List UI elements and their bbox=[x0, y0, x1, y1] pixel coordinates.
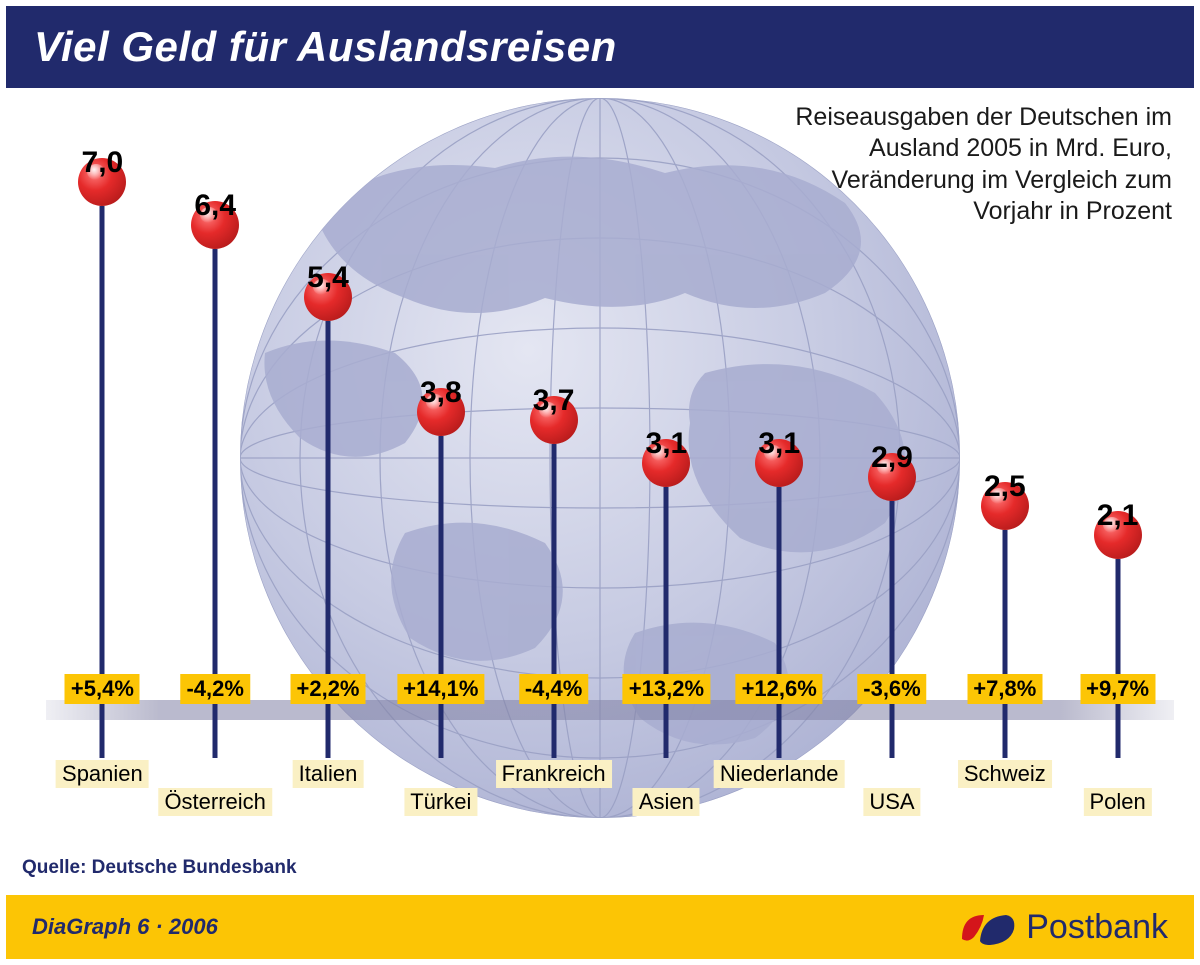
lollipop-pin: 3,1 +13,2% Asien bbox=[616, 407, 716, 835]
percent-change-label: +5,4% bbox=[65, 674, 140, 704]
lollipop-plot: 7,0 +5,4% Spanien 6,4 -4,2% Österreich 5,4 +2,2… bbox=[46, 128, 1174, 835]
percent-change-label: +12,6% bbox=[736, 674, 823, 704]
lollipop-pin: 3,8 +14,1% Türkei bbox=[391, 356, 491, 835]
value-label: 2,1 bbox=[1097, 499, 1139, 533]
pin-stem-lower bbox=[664, 710, 669, 758]
page-title: Viel Geld für Auslandsreisen bbox=[34, 23, 617, 71]
pin-stem-lower bbox=[777, 710, 782, 758]
percent-change-label: -4,2% bbox=[180, 674, 249, 704]
source-label: Quelle: Deutsche Bundesbank bbox=[22, 857, 297, 879]
pin-stem bbox=[213, 249, 218, 710]
header-bar: Viel Geld für Auslandsreisen bbox=[6, 6, 1194, 88]
brand-block: Postbank bbox=[960, 907, 1168, 947]
postbank-logo-icon bbox=[960, 907, 1016, 947]
percent-change-label: +9,7% bbox=[1080, 674, 1155, 704]
percent-change-label: +7,8% bbox=[967, 674, 1042, 704]
pin-stem-lower bbox=[890, 710, 895, 758]
chart-area: Reiseausgaben der Deutschen im Ausland 2… bbox=[6, 88, 1194, 895]
category-label: Schweiz bbox=[958, 760, 1052, 788]
category-label: Niederlande bbox=[714, 760, 845, 788]
value-label: 3,8 bbox=[420, 376, 462, 410]
category-label: Frankreich bbox=[496, 760, 612, 788]
pin-stem bbox=[100, 206, 105, 710]
percent-change-label: -4,4% bbox=[519, 674, 588, 704]
lollipop-pin: 2,9 -3,6% USA bbox=[842, 421, 942, 835]
pin-stem bbox=[551, 444, 556, 710]
lollipop-pin: 2,5 +7,8% Schweiz bbox=[955, 450, 1055, 835]
pin-stem-lower bbox=[551, 710, 556, 758]
value-label: 5,4 bbox=[307, 261, 349, 295]
percent-change-label: +14,1% bbox=[397, 674, 484, 704]
category-label: Spanien bbox=[56, 760, 149, 788]
pin-stem bbox=[326, 321, 331, 710]
lollipop-pin: 6,4-4,2%Österreich bbox=[165, 169, 265, 835]
value-label: 2,5 bbox=[984, 470, 1026, 504]
category-label: USA bbox=[863, 788, 920, 816]
lollipop-pin: 2,1 +9,7% Polen bbox=[1068, 479, 1168, 835]
value-label: 2,9 bbox=[871, 441, 913, 475]
footer-credit: DiaGraph 6 · 2006 bbox=[32, 914, 218, 940]
percent-change-label: -3,6% bbox=[857, 674, 926, 704]
pin-stem-lower bbox=[438, 710, 443, 758]
pin-stem-lower bbox=[326, 710, 331, 758]
pin-stem-lower bbox=[1002, 710, 1007, 758]
value-label: 6,4 bbox=[194, 189, 236, 223]
value-label: 3,1 bbox=[758, 427, 800, 461]
value-label: 7,0 bbox=[82, 146, 124, 180]
lollipop-pin: 7,0 +5,4% Spanien bbox=[52, 126, 152, 835]
percent-change-label: +13,2% bbox=[623, 674, 710, 704]
category-label: Italien bbox=[293, 760, 364, 788]
category-label: Asien bbox=[633, 788, 700, 816]
lollipop-pin: 3,1+12,6%Niederlande bbox=[729, 407, 829, 835]
lollipop-pin: 5,4 +2,2% Italien bbox=[278, 241, 378, 835]
pin-stem-lower bbox=[1115, 710, 1120, 758]
pin-stem-lower bbox=[100, 710, 105, 758]
value-label: 3,7 bbox=[533, 384, 575, 418]
pin-stem bbox=[438, 436, 443, 710]
footer-bar: DiaGraph 6 · 2006 Postbank bbox=[6, 895, 1194, 959]
percent-change-label: +2,2% bbox=[291, 674, 366, 704]
value-label: 3,1 bbox=[646, 427, 688, 461]
brand-name: Postbank bbox=[1026, 908, 1168, 947]
pin-stem-lower bbox=[213, 710, 218, 758]
lollipop-pin: 3,7-4,4%Frankreich bbox=[504, 364, 604, 835]
category-label: Polen bbox=[1083, 788, 1151, 816]
category-label: Österreich bbox=[158, 788, 271, 816]
category-label: Türkei bbox=[404, 788, 477, 816]
